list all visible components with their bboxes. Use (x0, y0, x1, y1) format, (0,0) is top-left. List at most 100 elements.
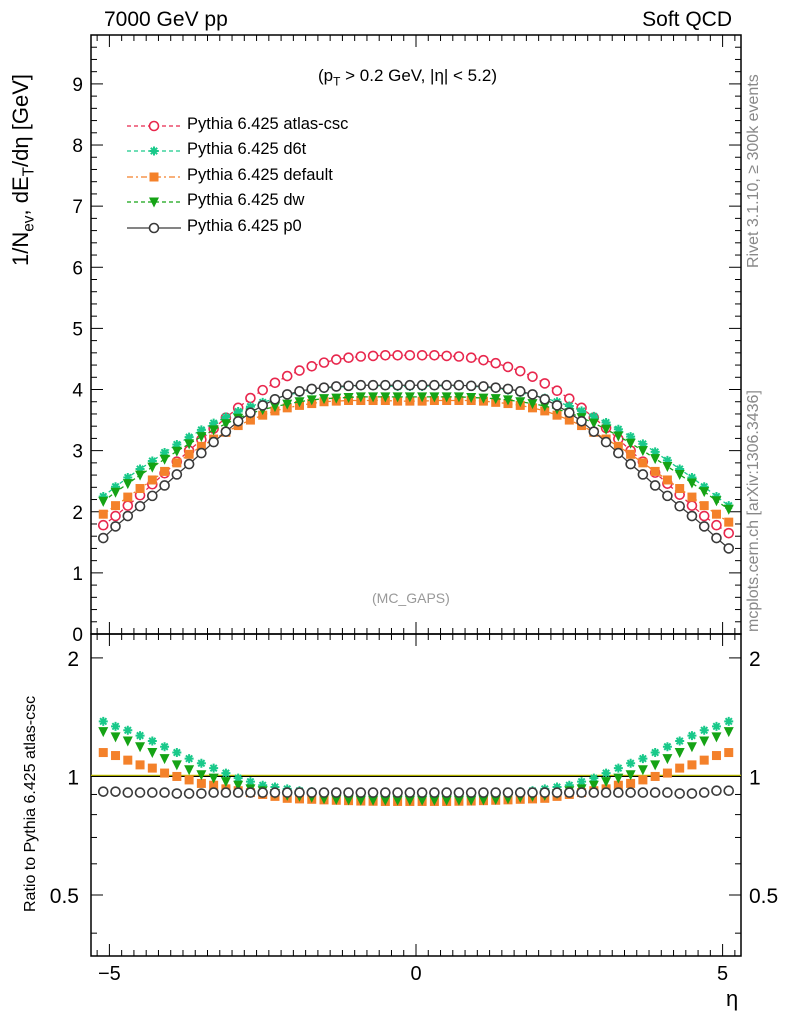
data-point (245, 415, 255, 425)
data-point (245, 392, 256, 404)
data-point (465, 380, 477, 392)
data-point (122, 510, 134, 522)
data-point (699, 736, 710, 747)
data-point (110, 732, 121, 743)
y-tick-label: 5 (72, 319, 83, 340)
data-point (637, 787, 649, 798)
data-point (514, 787, 526, 798)
data-point (699, 501, 709, 511)
data-point (577, 406, 587, 416)
data-point (147, 787, 158, 798)
data-point (539, 401, 550, 412)
data-point (711, 721, 721, 731)
data-point (515, 397, 526, 408)
data-point (613, 431, 624, 442)
data-point (135, 760, 145, 770)
data-point (625, 438, 636, 449)
data-point (122, 479, 133, 490)
y-tick-label: 9 (72, 75, 83, 96)
data-point (196, 758, 206, 768)
data-point (441, 350, 452, 362)
data-point (110, 487, 121, 498)
data-point (111, 751, 121, 761)
data-point (245, 787, 256, 798)
data-point (98, 727, 109, 738)
data-point (184, 775, 194, 785)
data-point (650, 447, 660, 457)
y-tick-label: 0 (72, 625, 83, 646)
legend-entry: Pythia 6.425 atlas-csc (125, 114, 455, 138)
legend-symbol-icon (127, 172, 181, 182)
data-point (97, 519, 109, 531)
data-point (490, 382, 502, 393)
data-point (183, 458, 195, 470)
data-point (196, 778, 206, 788)
data-point (220, 787, 232, 798)
data-point (626, 432, 636, 442)
data-point (122, 736, 133, 747)
series-line (102, 354, 730, 534)
data-point (662, 742, 672, 752)
data-point (318, 787, 330, 798)
data-point (110, 786, 121, 797)
data-point (638, 458, 648, 468)
data-point (233, 780, 244, 791)
legend-marker (149, 172, 159, 182)
data-point (135, 742, 146, 753)
data-point (380, 787, 391, 798)
data-point (601, 768, 611, 778)
data-point (699, 755, 709, 765)
data-point (209, 780, 219, 790)
data-point (184, 439, 195, 450)
data-point (687, 760, 697, 770)
data-point (502, 383, 514, 395)
data-point (184, 765, 195, 776)
data-point (625, 458, 636, 470)
data-point (539, 787, 551, 798)
data-point (245, 407, 256, 419)
data-point (453, 392, 464, 403)
data-point (147, 462, 158, 473)
data-point (147, 456, 157, 466)
data-point (675, 763, 685, 773)
data-point (172, 458, 182, 468)
data-point (588, 426, 600, 437)
data-point (111, 721, 121, 731)
data-point (699, 482, 709, 492)
data-point (355, 787, 367, 798)
data-point (355, 351, 367, 362)
data-point (318, 382, 330, 393)
data-point (380, 379, 391, 391)
data-point (453, 379, 465, 391)
data-point (404, 349, 416, 361)
data-point (441, 379, 452, 391)
data-point (159, 754, 170, 765)
header-left-text: 7000 GeV pp (104, 8, 228, 31)
legend-label: Pythia 6.425 dw (187, 191, 305, 209)
data-point (711, 751, 721, 761)
data-point (367, 787, 379, 798)
data-point (281, 787, 293, 798)
data-point (441, 392, 452, 403)
data-point (723, 527, 735, 539)
data-point (417, 795, 428, 806)
y-tick-label: 8 (72, 136, 83, 157)
legend-entry: Pythia 6.425 default (125, 165, 455, 189)
data-point (686, 742, 697, 753)
data-point (564, 415, 574, 425)
data-point (465, 352, 477, 364)
data-point (429, 392, 440, 403)
data-point (110, 510, 121, 522)
data-point (183, 788, 195, 799)
data-point (638, 754, 648, 764)
data-point (675, 464, 685, 474)
data-point (269, 787, 281, 798)
data-point (294, 386, 305, 397)
data-point (552, 410, 562, 420)
legend-label: Pythia 6.425 p0 (187, 217, 302, 235)
data-point (233, 407, 243, 417)
data-point (613, 441, 623, 451)
data-point (331, 794, 342, 805)
data-point (134, 787, 146, 798)
